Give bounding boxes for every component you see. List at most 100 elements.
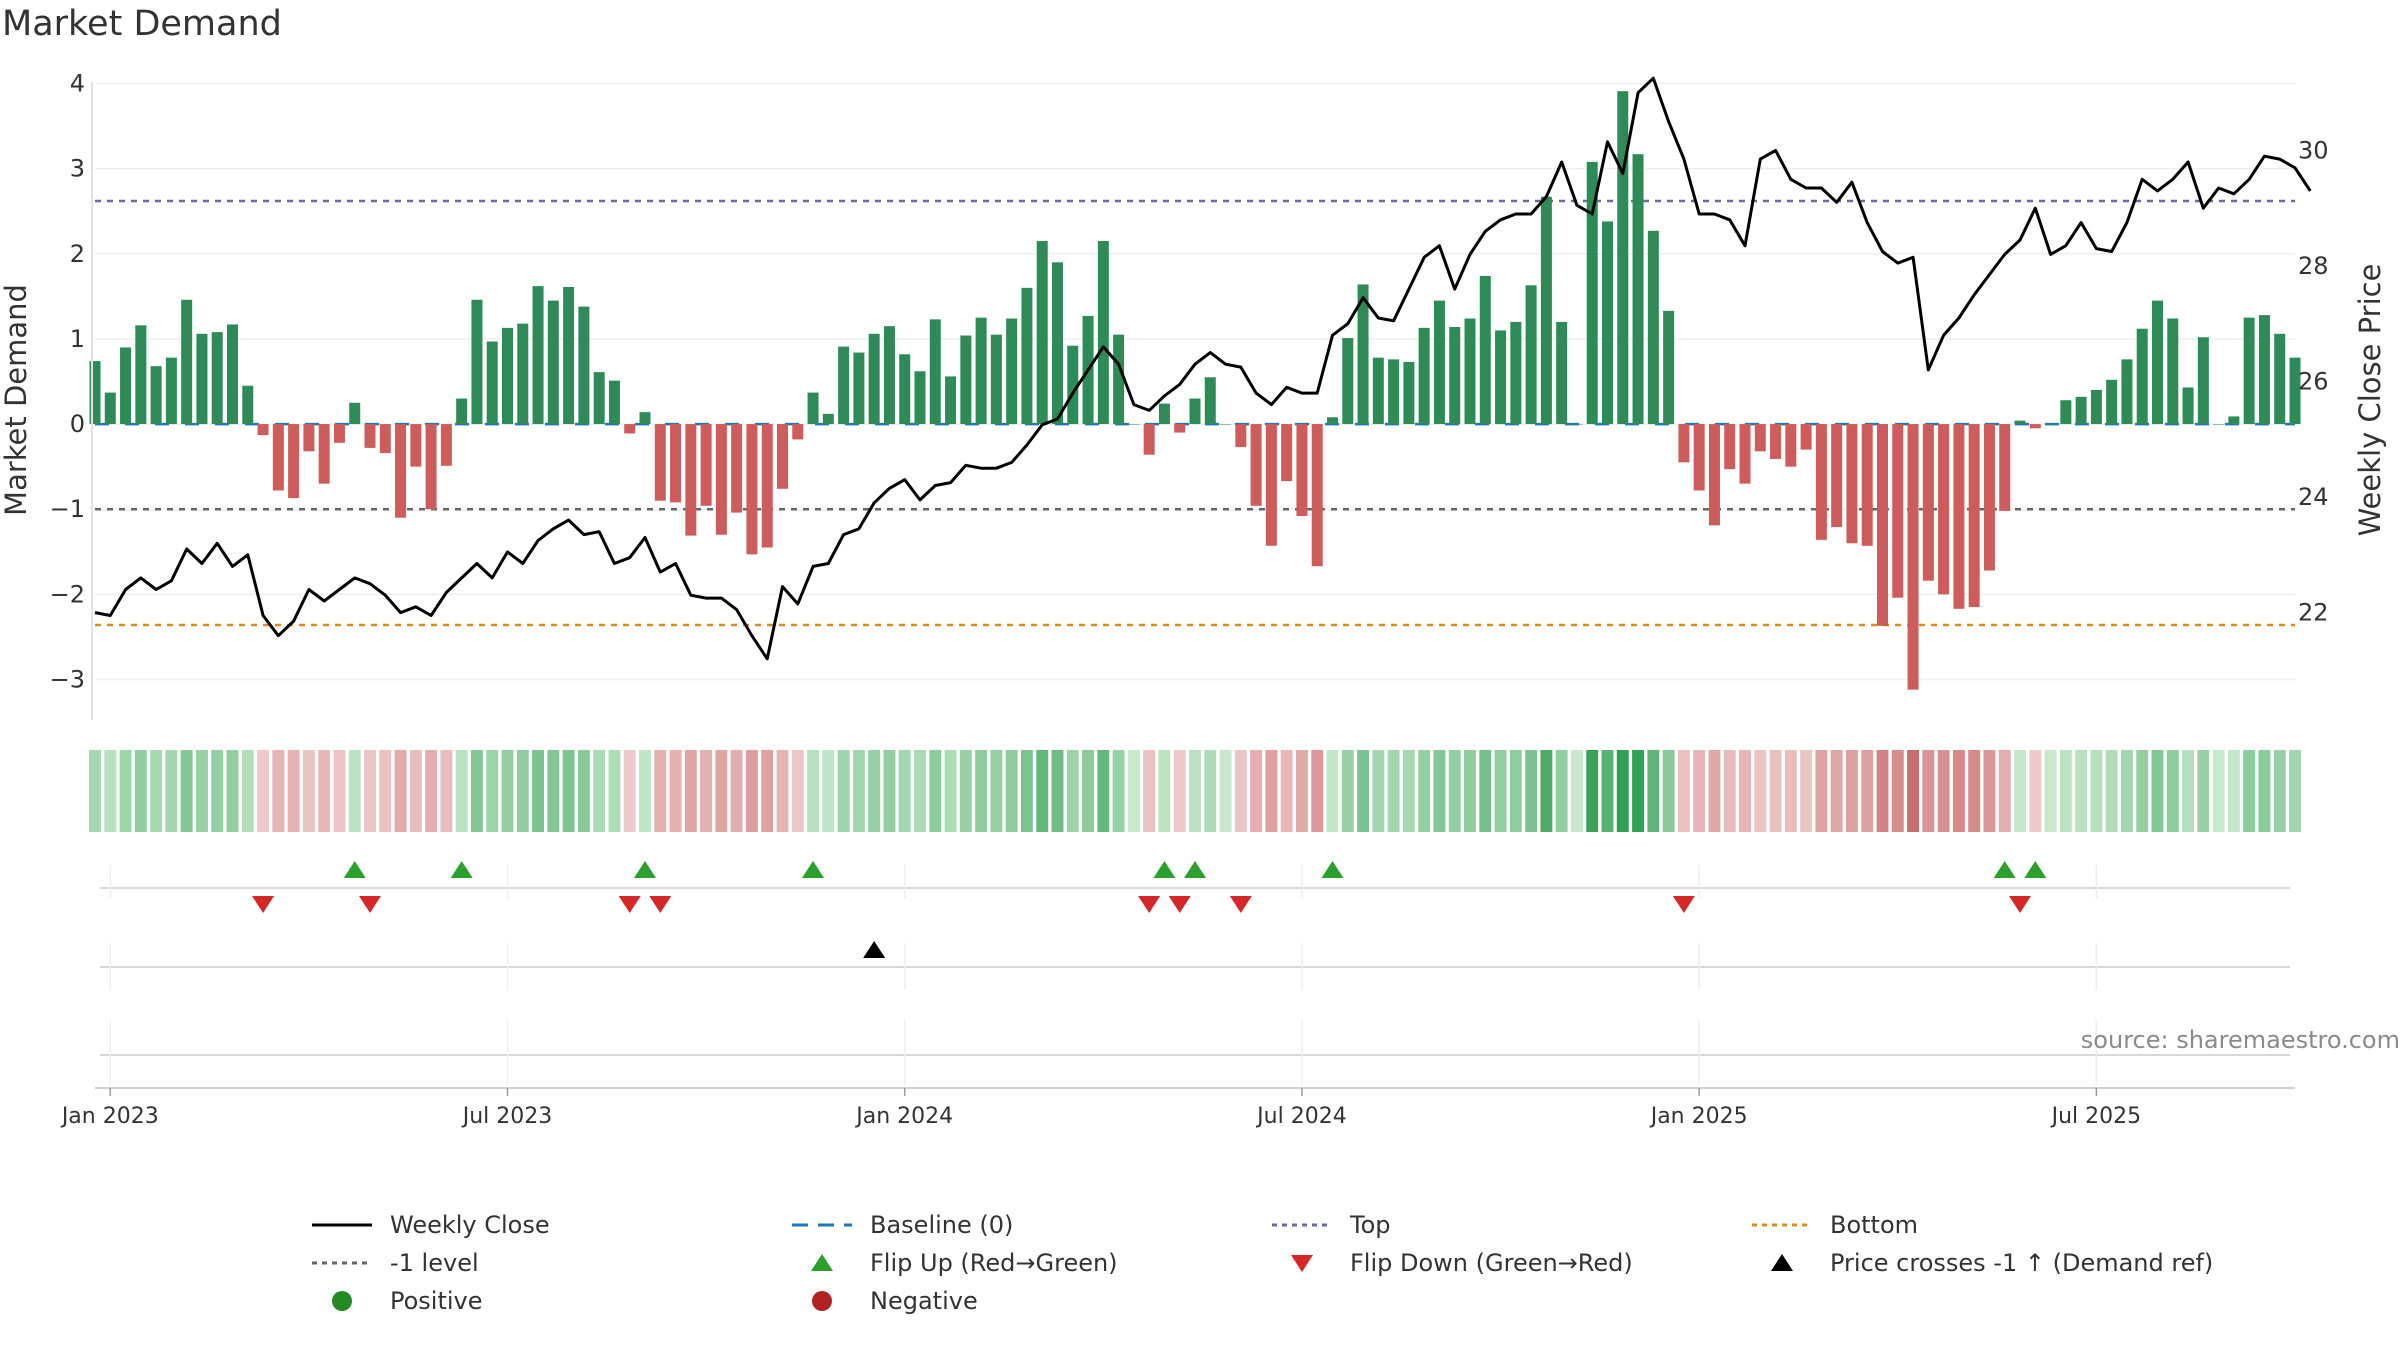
demand-bar (303, 424, 315, 452)
strip-cell (1693, 750, 1706, 832)
strip-cell (516, 750, 529, 832)
demand-bar (1388, 359, 1400, 425)
demand-bar (1754, 424, 1766, 452)
demand-bar (1281, 424, 1293, 482)
demand-bar (1189, 398, 1201, 425)
strip-cell (2182, 750, 2195, 832)
strip-cell (1265, 750, 1278, 832)
strip-cell (2227, 750, 2240, 832)
triangle-up-icon (1771, 1254, 1793, 1271)
demand-bar (104, 392, 116, 425)
strip-cell (195, 750, 208, 832)
legend-label: Flip Down (Green→Red) (1350, 1249, 1633, 1277)
triangle-down-icon (1291, 1255, 1313, 1272)
y2-tick-label: 24 (2298, 483, 2329, 511)
demand-bar (1907, 424, 1919, 690)
strip-cell (1647, 750, 1660, 832)
flip-up-marker (1993, 861, 2016, 878)
demand-bar (1036, 241, 1048, 425)
strip-cell (2212, 750, 2225, 832)
demand-bar (899, 354, 911, 425)
demand-bar (1265, 424, 1277, 546)
strip-cell (1708, 750, 1721, 832)
demand-bar (120, 347, 132, 425)
strip-cell (1204, 750, 1217, 832)
strip-cell (975, 750, 988, 832)
strip-cell (1005, 750, 1018, 832)
strip-cell (2029, 750, 2042, 832)
strip-cell (119, 750, 132, 832)
top-legend-icon (1272, 1223, 1332, 1227)
strip-cell (165, 750, 178, 832)
flip-down-marker (252, 896, 275, 913)
legend-item-bottom: Bottom (1752, 1210, 1918, 1240)
strip-cell (990, 750, 1003, 832)
weekly-close-legend-icon (312, 1223, 372, 1227)
strip-cell (1509, 750, 1522, 832)
legend-item-negative: Negative (792, 1286, 978, 1316)
strip-cell (180, 750, 193, 832)
strip-cell (608, 750, 621, 832)
flip-up-marker (2024, 861, 2047, 878)
grid-layer (95, 82, 2295, 681)
strip-cell (2273, 750, 2286, 832)
strip-cell (470, 750, 483, 832)
demand-bar (1311, 424, 1323, 567)
demand-bar (1800, 424, 1812, 450)
source-label: source: sharemaestro.com (2081, 1026, 2400, 1054)
strip-cell (211, 750, 224, 832)
legend-item-top: Top (1272, 1210, 1391, 1240)
flip-down-marker (1229, 896, 1252, 913)
demand-bar (1418, 327, 1430, 425)
strip-cell (791, 750, 804, 832)
demand-bar (593, 372, 605, 425)
demand-bar (1953, 424, 1965, 609)
demand-bar (1158, 403, 1170, 425)
strip-cell (593, 750, 606, 832)
demand-bar (1708, 424, 1720, 526)
signal-markers (252, 861, 2047, 958)
strip-cell (440, 750, 453, 832)
strip-cell (2044, 750, 2057, 832)
flip-down-marker (649, 896, 672, 913)
demand-bar (2243, 317, 2255, 425)
strip-cell (1387, 750, 1400, 832)
legend-label: Weekly Close (390, 1211, 550, 1239)
legend-item-flip-down: Flip Down (Green→Red) (1272, 1248, 1633, 1278)
strip-cell (868, 750, 881, 832)
demand-bar (1999, 424, 2011, 511)
strip-cell (1418, 750, 1431, 832)
demand-bar (410, 424, 422, 467)
demand-bar (715, 424, 727, 535)
demand-bar (853, 352, 865, 425)
legend-item-flip-up: Flip Up (Red→Green) (792, 1248, 1118, 1278)
triangle-up-icon (811, 1254, 833, 1271)
demand-bar (532, 286, 544, 425)
demand-bar (211, 332, 223, 425)
strip-cell (639, 750, 651, 832)
demand-bar (945, 376, 957, 425)
strip-cell (1845, 750, 1858, 832)
flip-down-marker (359, 896, 381, 913)
demand-bar (1938, 424, 1950, 595)
legend-label: Baseline (0) (870, 1211, 1014, 1239)
demand-bar (2289, 357, 2301, 425)
strip-cell (1464, 750, 1476, 832)
demand-bar (1006, 318, 1018, 425)
demand-bar (1647, 230, 1659, 425)
demand-bar (1113, 334, 1125, 425)
y2-axis-label: Weekly Close Price (2353, 264, 2387, 537)
legend-label: Flip Up (Red→Green) (870, 1249, 1118, 1277)
strip-cell (425, 750, 438, 832)
strip-cell (883, 750, 896, 832)
strip-cell (1189, 750, 1201, 832)
demand-bar (1892, 424, 1904, 598)
demand-bar (318, 424, 330, 484)
strip-cell (2151, 750, 2164, 832)
demand-bar (2045, 424, 2057, 425)
strip-cell (562, 750, 575, 832)
strip-cell (1983, 750, 1996, 832)
strip-cell (1952, 750, 1965, 832)
strip-cell (837, 750, 850, 832)
strip-cell (1234, 750, 1247, 832)
